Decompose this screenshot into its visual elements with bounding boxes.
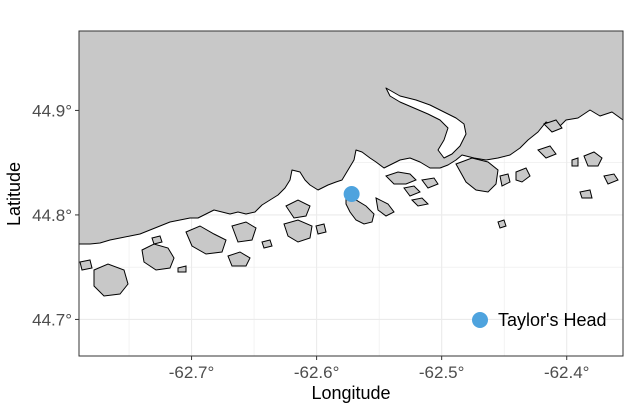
island [93, 263, 129, 297]
island [403, 185, 421, 197]
x-tick-label: -62.6° [294, 363, 340, 382]
island [603, 173, 619, 185]
x-axis-title: Longitude [311, 383, 390, 403]
site-marker [343, 186, 360, 203]
island [227, 251, 251, 267]
island [285, 199, 311, 219]
island [410, 197, 430, 207]
island [385, 171, 417, 185]
y-tick-label: 44.7° [32, 310, 72, 329]
legend-key [472, 312, 488, 328]
legend-label: Taylor's Head [498, 310, 606, 330]
island [499, 173, 511, 187]
y-tick-label: 44.8° [32, 206, 72, 225]
island [375, 197, 395, 217]
island [151, 235, 163, 245]
island [497, 219, 507, 229]
y-axis-ticks: 44.9° 44.8° 44.7° [32, 101, 79, 329]
x-tick-label: -62.5° [419, 363, 465, 382]
island [571, 157, 579, 167]
island [455, 157, 499, 193]
legend: Taylor's Head [472, 310, 606, 330]
island [421, 177, 439, 189]
x-tick-label: -62.4° [544, 363, 590, 382]
island [283, 219, 313, 243]
points-layer [343, 186, 360, 203]
island [79, 259, 93, 271]
y-axis-title: Latitude [4, 162, 24, 226]
mainland [79, 31, 623, 245]
map-panel [79, 31, 623, 356]
y-tick-label: 44.9° [32, 101, 72, 120]
x-tick-label: -62.7° [169, 363, 215, 382]
panel-border [78, 30, 624, 357]
x-axis-ticks: -62.7° -62.6° -62.5° -62.4° [169, 356, 590, 382]
island [537, 145, 557, 159]
island [315, 223, 327, 235]
island [141, 243, 175, 271]
island [231, 221, 257, 243]
island [185, 225, 227, 255]
island [579, 189, 593, 199]
island [515, 167, 531, 183]
island [345, 195, 375, 225]
inlet [385, 87, 467, 159]
island [177, 265, 187, 273]
island [583, 151, 603, 167]
island [261, 239, 273, 249]
island [543, 119, 563, 133]
